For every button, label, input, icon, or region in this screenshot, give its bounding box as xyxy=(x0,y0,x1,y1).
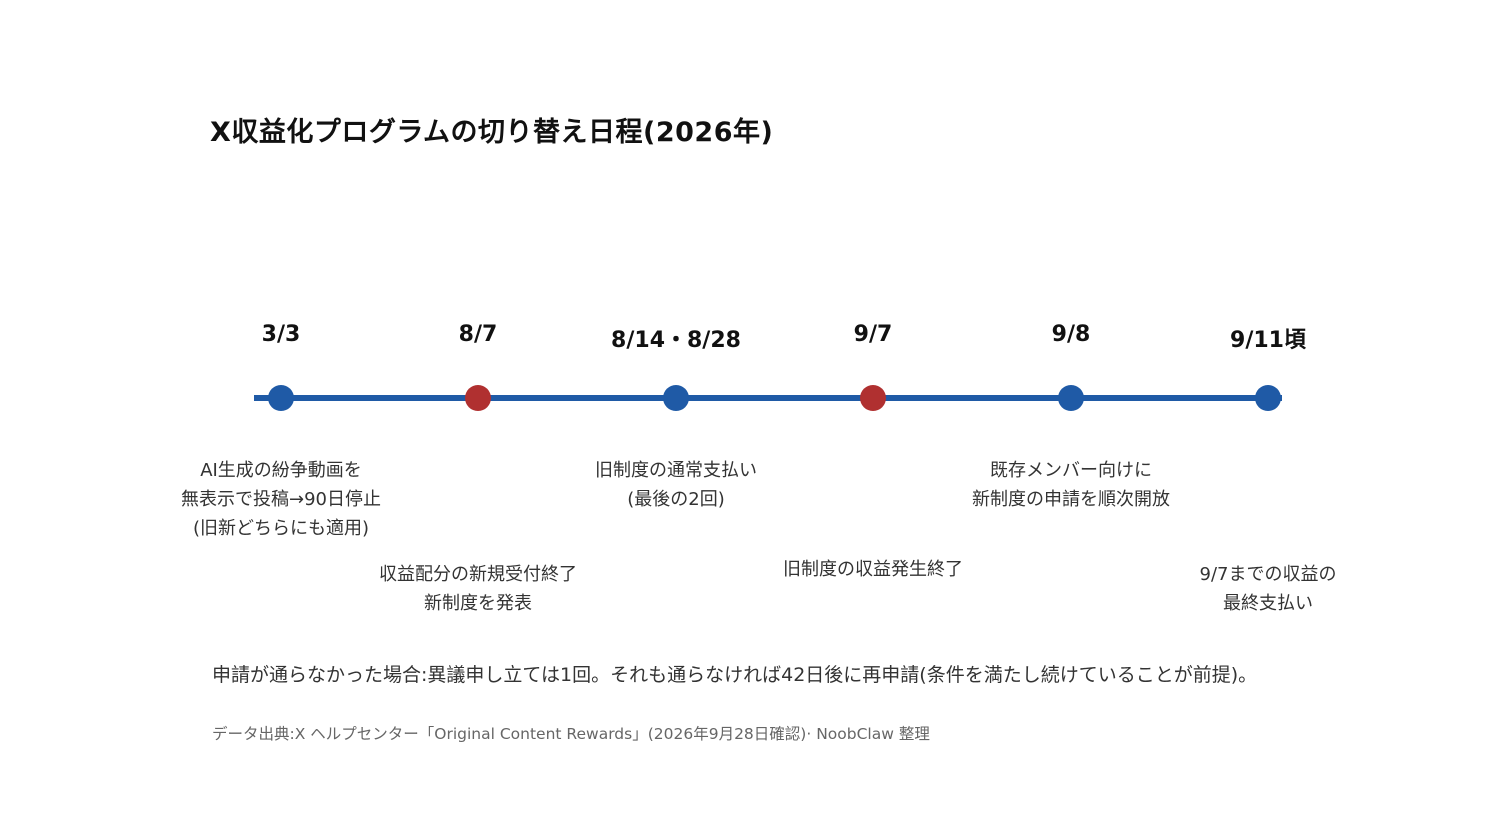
event-description: AI生成の紛争動画を 無表示で投稿→90日停止 (旧新どちらにも適用) xyxy=(181,456,381,543)
event-date: 9/11頃 xyxy=(1230,328,1306,353)
event-description: 旧制度の通常支払い (最後の2回) xyxy=(595,456,757,514)
event-description-line: 9/7までの収益の xyxy=(1199,564,1337,585)
event-description-line: 旧制度の収益発生終了 xyxy=(783,559,963,580)
event-description-line: 旧制度の通常支払い xyxy=(595,460,757,481)
event-description-line: AI生成の紛争動画を xyxy=(200,460,362,481)
event-dot xyxy=(268,385,294,411)
event-description-line: (旧新どちらにも適用) xyxy=(192,518,370,539)
event-dot xyxy=(1058,385,1084,411)
footnote: 申請が通らなかった場合:異議申し立ては1回。それも通らなければ42日後に再申請(… xyxy=(212,664,1258,686)
event-dot xyxy=(465,385,491,411)
timeline-line xyxy=(254,395,1282,401)
event-description-line: 収益配分の新規受付終了 xyxy=(379,564,577,585)
event-date: 8/7 xyxy=(458,322,498,347)
event-description: 旧制度の収益発生終了 xyxy=(783,555,963,584)
event-description-line: 新制度の申請を順次開放 xyxy=(972,489,1170,510)
event-dot xyxy=(1255,385,1281,411)
event-description-line: 新制度を発表 xyxy=(424,593,532,614)
event-description-line: 既存メンバー向けに xyxy=(990,460,1152,481)
event-date: 9/8 xyxy=(1051,322,1091,347)
event-description-line: 無表示で投稿→90日停止 xyxy=(181,489,381,510)
event-date: 3/3 xyxy=(261,322,301,347)
event-date: 8/14・8/28 xyxy=(611,328,741,353)
event-description-line: (最後の2回) xyxy=(627,489,725,510)
event-date: 9/7 xyxy=(853,322,893,347)
event-dot xyxy=(860,385,886,411)
event-description: 9/7までの収益の 最終支払い xyxy=(1200,560,1337,618)
event-description: 収益配分の新規受付終了 新制度を発表 xyxy=(379,560,577,618)
event-description-line: 最終支払い xyxy=(1223,593,1313,614)
page-title: X収益化プログラムの切り替え日程(2026年) xyxy=(210,117,774,148)
source-citation: データ出典:X ヘルプセンター「Original Content Rewards… xyxy=(212,725,930,743)
event-dot xyxy=(663,385,689,411)
event-description: 既存メンバー向けに 新制度の申請を順次開放 xyxy=(972,456,1170,514)
